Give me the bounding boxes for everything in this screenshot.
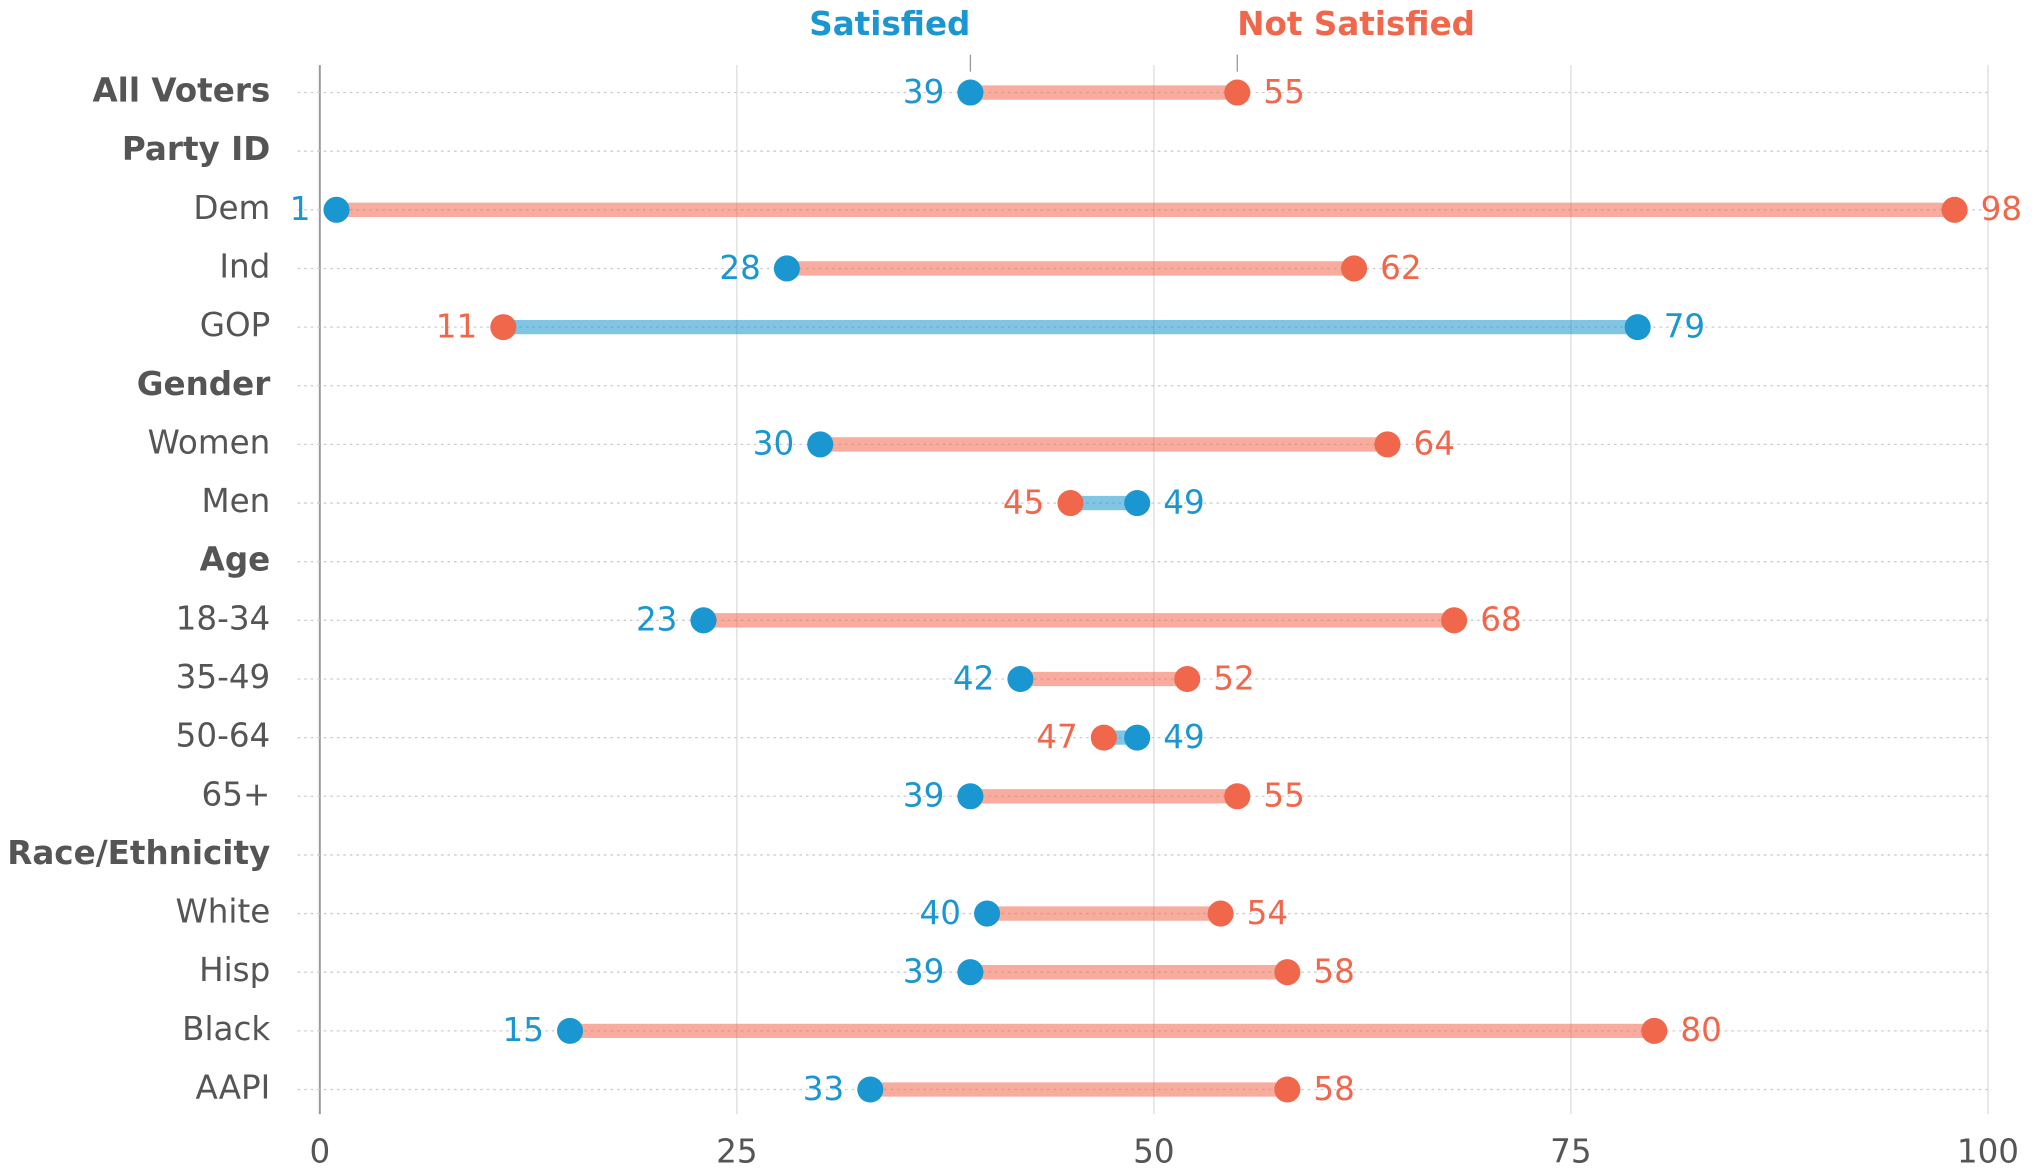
category-label: Dem bbox=[193, 189, 270, 227]
category-label: Ind bbox=[219, 247, 270, 285]
dot bbox=[1941, 196, 1968, 223]
value-label: 58 bbox=[1313, 1070, 1354, 1108]
dot bbox=[957, 79, 984, 106]
dot bbox=[1624, 314, 1651, 341]
value-label: 45 bbox=[1003, 483, 1044, 521]
dot bbox=[1341, 255, 1368, 282]
dot bbox=[773, 255, 800, 282]
value-label: 1 bbox=[290, 190, 311, 228]
category-label: Race/Ethnicity bbox=[7, 834, 270, 872]
value-label: 52 bbox=[1213, 659, 1254, 697]
dot bbox=[557, 1017, 584, 1044]
value-label: 58 bbox=[1313, 953, 1354, 991]
dot bbox=[1007, 665, 1034, 693]
category-label: Hisp bbox=[199, 951, 270, 989]
dot bbox=[690, 607, 717, 634]
value-label: 62 bbox=[1380, 249, 1421, 287]
dot bbox=[490, 314, 517, 341]
category-label: 50-64 bbox=[176, 717, 271, 755]
value-label: 55 bbox=[1263, 777, 1304, 815]
category-label: 18-34 bbox=[176, 599, 271, 637]
dot bbox=[974, 900, 1001, 927]
dot bbox=[1641, 1017, 1668, 1044]
category-label: 65+ bbox=[202, 775, 271, 813]
value-label: 47 bbox=[1036, 718, 1077, 756]
category-label: AAPI bbox=[196, 1069, 271, 1107]
dot bbox=[957, 783, 984, 810]
legend-label: Not Satisfied bbox=[1237, 5, 1475, 43]
category-label: Women bbox=[148, 423, 271, 461]
value-label: 80 bbox=[1680, 1011, 1721, 1049]
dot bbox=[1374, 431, 1401, 458]
dot bbox=[1124, 724, 1151, 751]
legend-label: Satisfied bbox=[809, 5, 970, 43]
x-tick-label: 25 bbox=[716, 1132, 757, 1169]
x-tick-label: 50 bbox=[1133, 1132, 1174, 1169]
dot bbox=[1057, 490, 1084, 517]
category-label: All Voters bbox=[92, 72, 270, 110]
category-label: Party ID bbox=[122, 130, 270, 168]
value-label: 49 bbox=[1163, 483, 1204, 521]
category-label: 35-49 bbox=[176, 658, 271, 696]
value-label: 68 bbox=[1480, 601, 1521, 639]
category-label: Black bbox=[182, 1010, 270, 1048]
dot bbox=[1441, 607, 1468, 634]
value-label: 30 bbox=[753, 425, 794, 463]
dot bbox=[1090, 724, 1117, 751]
value-label: 11 bbox=[436, 307, 477, 345]
value-label: 98 bbox=[1981, 190, 2022, 228]
dot bbox=[957, 959, 984, 986]
dot bbox=[1124, 490, 1151, 517]
value-label: 40 bbox=[920, 894, 961, 932]
value-label: 39 bbox=[903, 777, 944, 815]
value-label: 39 bbox=[903, 73, 944, 111]
category-label: Age bbox=[200, 541, 271, 579]
value-label: 54 bbox=[1247, 894, 1288, 932]
value-label: 64 bbox=[1413, 425, 1454, 463]
dot bbox=[1274, 1076, 1301, 1103]
value-label: 33 bbox=[803, 1070, 844, 1108]
value-label: 28 bbox=[719, 249, 760, 287]
category-label: White bbox=[176, 893, 271, 931]
dot bbox=[807, 431, 834, 458]
x-tick-label: 0 bbox=[309, 1132, 330, 1169]
dot bbox=[323, 196, 350, 223]
value-label: 79 bbox=[1664, 307, 1705, 345]
category-label: Men bbox=[201, 482, 270, 520]
value-label: 49 bbox=[1163, 718, 1204, 756]
value-label: 55 bbox=[1263, 73, 1304, 111]
dot bbox=[1224, 79, 1251, 106]
category-label: GOP bbox=[200, 306, 271, 344]
dot bbox=[1174, 665, 1201, 693]
category-label: Gender bbox=[137, 365, 271, 403]
x-tick-label: 100 bbox=[1957, 1132, 2019, 1169]
value-label: 42 bbox=[953, 659, 994, 697]
value-label: 39 bbox=[903, 953, 944, 991]
dot bbox=[1207, 900, 1234, 927]
dot bbox=[1274, 959, 1301, 986]
dot bbox=[857, 1076, 884, 1103]
value-label: 15 bbox=[503, 1011, 544, 1049]
value-label: 23 bbox=[636, 601, 677, 639]
x-tick-label: 75 bbox=[1550, 1132, 1591, 1169]
dot bbox=[1224, 783, 1251, 810]
